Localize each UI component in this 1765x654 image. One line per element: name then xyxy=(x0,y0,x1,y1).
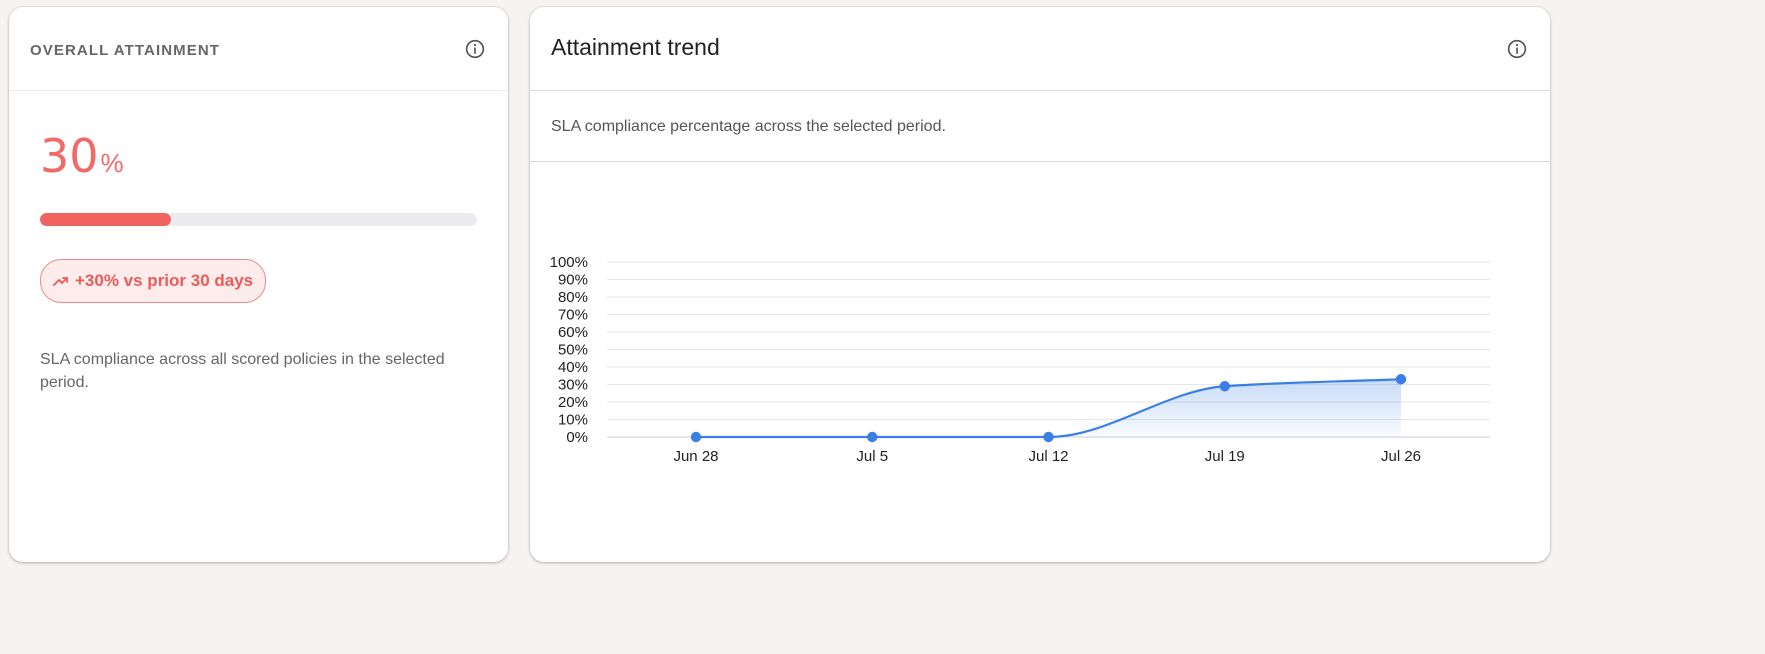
y-tick-label: 90% xyxy=(558,272,588,289)
info-icon[interactable] xyxy=(465,39,485,59)
y-tick-label: 30% xyxy=(558,377,588,394)
x-tick-label: Jul 5 xyxy=(856,448,888,465)
y-tick-label: 100% xyxy=(550,254,588,271)
card-title: OVERALL ATTAINMENT xyxy=(30,42,221,59)
data-point[interactable] xyxy=(1043,431,1054,443)
y-tick-label: 0% xyxy=(566,429,588,446)
y-tick-label: 80% xyxy=(558,289,588,306)
card-header: OVERALL ATTAINMENT xyxy=(9,7,508,91)
data-point[interactable] xyxy=(690,431,702,443)
y-tick-label: 40% xyxy=(558,359,588,376)
x-tick-label: Jun 28 xyxy=(673,448,718,465)
attainment-trend-chart: 0%10%20%30%40%50%60%70%80%90%100% Jun 28… xyxy=(550,254,1490,465)
x-tick-label: Jul 12 xyxy=(1028,448,1068,465)
data-point[interactable] xyxy=(1395,374,1407,385)
y-tick-label: 50% xyxy=(558,342,588,359)
overall-attainment-card: OVERALL ATTAINMENT 30% +30% vs prior 30 … xyxy=(9,7,508,562)
delta-badge: +30% vs prior 30 days xyxy=(40,259,267,303)
y-tick-label: 10% xyxy=(558,412,588,429)
attainment-number: 30 xyxy=(40,129,99,183)
y-axis: 0%10%20%30%40%50%60%70%80%90%100% xyxy=(550,254,588,446)
card-header: Attainment trend xyxy=(530,7,1550,91)
trending-up-icon xyxy=(53,277,68,286)
chart-subheader: SLA compliance percentage across the sel… xyxy=(530,91,1550,162)
y-tick-label: 20% xyxy=(558,394,588,411)
data-point[interactable] xyxy=(867,431,878,443)
chart-subtitle: SLA compliance percentage across the sel… xyxy=(551,118,946,135)
card-title: Attainment trend xyxy=(551,34,720,60)
attainment-description: SLA compliance across all scored policie… xyxy=(40,351,445,391)
chart-series xyxy=(690,374,1407,443)
x-tick-label: Jul 19 xyxy=(1205,448,1245,465)
series-area xyxy=(696,379,1401,437)
x-tick-label: Jul 26 xyxy=(1381,448,1421,465)
attainment-trend-card: Attainment trend SLA compliance percenta… xyxy=(530,7,1550,562)
y-tick-label: 60% xyxy=(558,324,588,341)
attainment-progress-bar xyxy=(40,213,477,226)
attainment-progress-fill xyxy=(40,213,172,226)
attainment-value: 30% xyxy=(40,129,124,183)
attainment-unit: % xyxy=(100,148,124,178)
delta-label: +30% vs prior 30 days xyxy=(75,271,254,290)
x-axis: Jun 28 Jul 5 Jul 12 Jul 19 Jul 26 xyxy=(673,448,1421,465)
info-icon[interactable] xyxy=(1507,39,1527,59)
y-tick-label: 70% xyxy=(558,307,588,324)
data-point[interactable] xyxy=(1219,381,1230,392)
